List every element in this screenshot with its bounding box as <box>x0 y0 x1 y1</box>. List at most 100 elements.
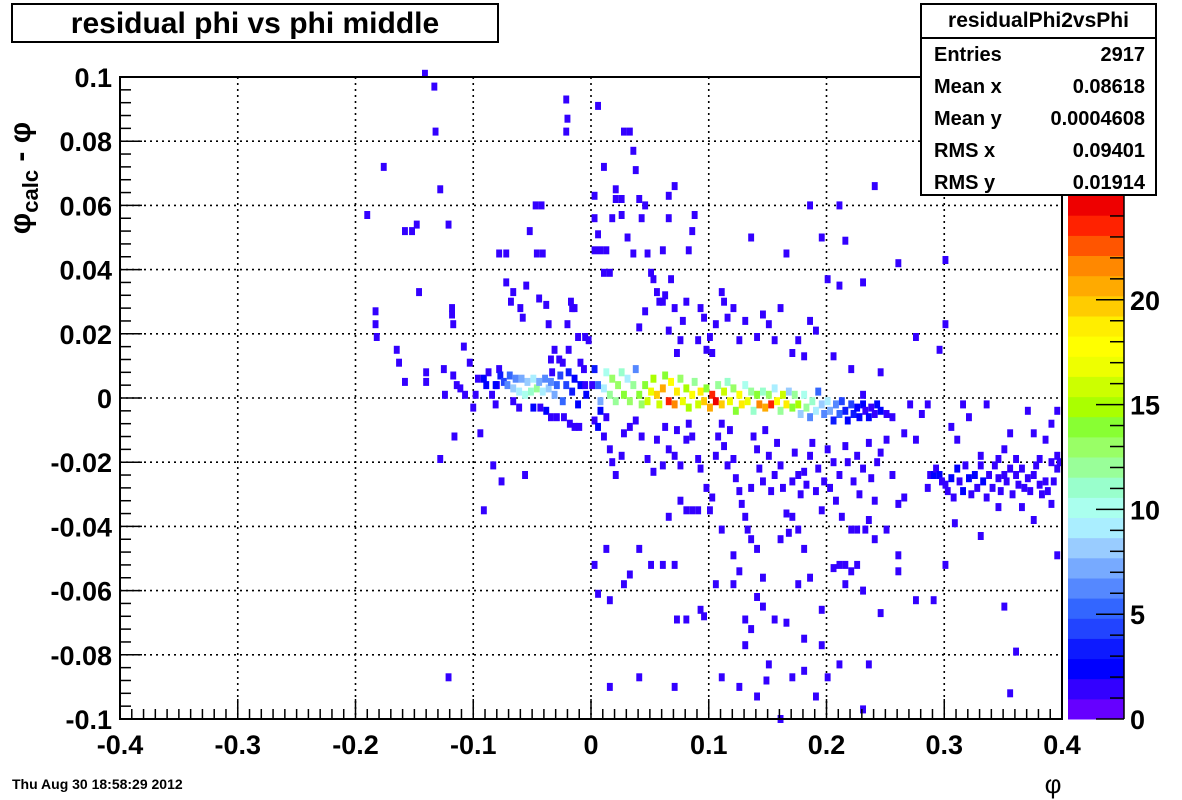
histogram-bin <box>591 365 598 374</box>
histogram-bin <box>824 445 831 454</box>
histogram-bin <box>662 371 669 380</box>
histogram-bin <box>591 416 598 425</box>
histogram-bin <box>765 390 772 399</box>
palette-swatch <box>1068 577 1124 599</box>
histogram-bin <box>1042 435 1049 444</box>
histogram-bin <box>621 580 627 589</box>
histogram-bin <box>553 381 560 390</box>
histogram-bin <box>671 182 678 191</box>
histogram-bin <box>854 403 861 412</box>
y-tick-label: 0.1 <box>74 63 112 93</box>
histogram-bin <box>656 297 663 306</box>
histogram-bin <box>510 384 517 393</box>
palette-swatch <box>1068 315 1124 337</box>
histogram-bin <box>862 406 869 415</box>
stats-row-mean-y: Mean y 0.0004608 <box>922 103 1155 135</box>
histogram-bin <box>504 381 511 390</box>
histogram-bin <box>659 384 666 393</box>
histogram-bin <box>707 506 713 515</box>
histogram-bin <box>754 333 760 341</box>
palette-tick-label: 20 <box>1130 286 1160 316</box>
histogram-bin <box>601 432 607 441</box>
axis-ticks <box>119 76 1063 720</box>
histogram-bin <box>516 387 523 396</box>
histogram-bin <box>636 390 643 399</box>
histogram-bin <box>630 381 637 390</box>
histogram-bin <box>930 471 937 479</box>
histogram-bin <box>630 146 637 155</box>
histogram-bin <box>510 288 517 297</box>
histogram-bin <box>503 278 510 287</box>
histogram-bin <box>1007 689 1014 698</box>
histogram-bin <box>373 333 380 341</box>
histogram-bin <box>498 477 505 486</box>
y-tick-label: -0.02 <box>50 448 112 478</box>
histogram-bin <box>738 499 745 508</box>
histogram-bin <box>818 233 825 242</box>
histogram-bin <box>372 320 379 329</box>
histogram-bin <box>865 516 872 524</box>
histogram-bin <box>780 483 786 492</box>
histogram-bin <box>765 451 772 460</box>
y-axis-title: φcalc - φ <box>4 122 43 234</box>
histogram-bin <box>807 201 813 210</box>
histogram-bin <box>650 374 657 383</box>
y-tick-label: -0.04 <box>50 512 112 542</box>
histogram-bin <box>533 384 540 393</box>
histogram-bin <box>571 374 578 383</box>
histogram-bin <box>718 419 725 428</box>
histogram-bin <box>997 487 1004 496</box>
histogram-bin <box>449 304 455 313</box>
histogram-bin <box>638 432 645 441</box>
histogram-bin <box>730 304 737 313</box>
histogram-bin <box>601 268 607 277</box>
histogram-bin <box>956 477 963 486</box>
histogram-bin <box>977 532 984 540</box>
histogram-bin <box>821 410 828 418</box>
histogram-bin <box>874 458 881 467</box>
histogram-bin <box>551 345 558 354</box>
histogram-bin <box>612 185 619 194</box>
y-tick-label: 0.02 <box>59 320 112 350</box>
histogram-bin <box>591 214 598 223</box>
histogram-bin <box>833 400 839 409</box>
palette-swatch <box>1068 517 1124 539</box>
histogram-bin <box>563 95 570 104</box>
histogram-bin <box>707 333 713 341</box>
histogram-bin <box>763 676 770 685</box>
histogram-bin <box>644 249 651 258</box>
histogram-bin <box>797 410 804 418</box>
histogram-bin <box>836 560 843 569</box>
histogram-bin <box>895 259 902 268</box>
histogram-bin <box>1019 503 1025 512</box>
histogram-bin <box>636 673 643 682</box>
histogram-bin <box>842 560 849 569</box>
histogram-bin <box>462 390 468 399</box>
histogram-bin <box>402 227 408 236</box>
histogram-bin <box>1021 483 1028 492</box>
histogram-bin <box>402 377 408 386</box>
histogram-bin <box>824 397 831 406</box>
histogram-bin <box>522 471 528 479</box>
histogram-bin <box>496 249 503 258</box>
histogram-bin <box>771 615 778 624</box>
histogram-bin <box>718 288 725 297</box>
histogram-bin <box>942 256 949 264</box>
histogram-bin <box>685 419 692 428</box>
histogram-bin <box>942 320 949 329</box>
histogram-bin <box>801 390 808 399</box>
histogram-bin <box>709 390 716 399</box>
histogram-bin <box>801 666 808 675</box>
histogram-bin <box>671 400 678 409</box>
histogram-bin <box>807 573 813 582</box>
histogram-bin <box>986 471 992 479</box>
histogram-bin <box>683 435 690 444</box>
histogram-bin <box>874 400 881 409</box>
histogram-bin <box>889 471 896 479</box>
histogram-bin <box>691 211 698 219</box>
histogram-bin <box>821 477 828 486</box>
histogram-bin <box>677 461 684 470</box>
histogram-bin <box>618 451 625 460</box>
histogram-bin <box>1030 516 1037 524</box>
histogram-bin <box>703 384 710 393</box>
